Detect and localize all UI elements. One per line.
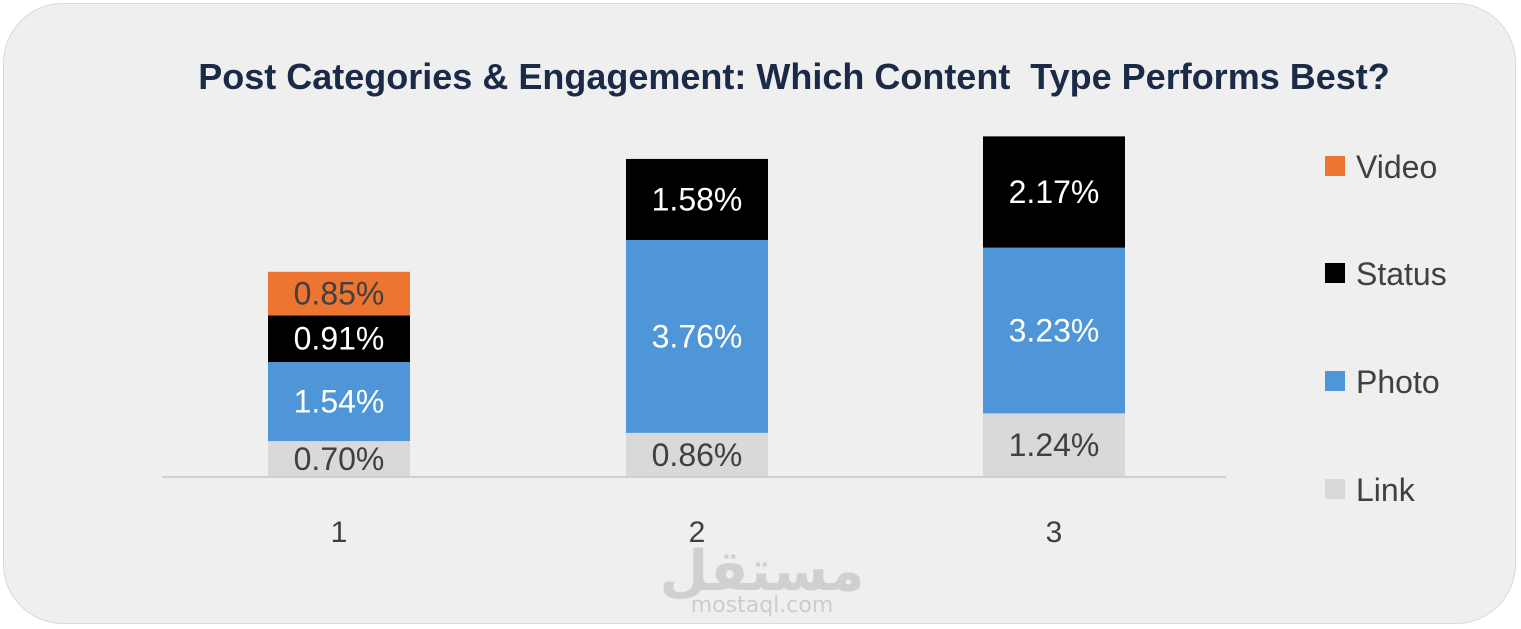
chart-title: Post Categories & Engagement: Which Cont… (198, 56, 1390, 97)
data-label-video-1: 0.85% (294, 276, 385, 312)
bar-photo-3 (983, 247, 1125, 414)
legend-swatch-link (1325, 479, 1345, 499)
x-tick-label-3: 3 (1046, 516, 1063, 549)
bar-status-1 (268, 315, 410, 363)
bar-link-1 (268, 441, 410, 477)
data-label-photo-1: 1.54% (294, 384, 385, 420)
data-label-link-2: 0.86% (652, 437, 743, 473)
bar-link-2 (626, 432, 768, 477)
stacked-bar-chart: مستقل mostaql.com 0.70% 1.54% 0.91% 0.85% 1 0… (162, 136, 1447, 618)
data-label-link-1: 0.70% (294, 441, 385, 477)
data-label-photo-3: 3.23% (1009, 313, 1100, 349)
watermark-latin: mostaql.com (691, 593, 834, 618)
legend-label-status: Status (1356, 256, 1447, 292)
data-label-status-2: 1.58% (652, 181, 743, 217)
data-label-photo-2: 3.76% (652, 318, 743, 354)
legend-swatch-video (1325, 156, 1345, 176)
data-label-link-3: 1.24% (1009, 427, 1100, 463)
bar-photo-1 (268, 362, 410, 442)
legend-label-photo: Photo (1356, 364, 1440, 400)
bar-status-2 (626, 158, 768, 240)
data-label-status-3: 2.17% (1009, 174, 1100, 210)
legend-swatch-photo (1325, 371, 1345, 391)
chart-card: Post Categories & Engagement: Which Cont… (3, 3, 1516, 624)
legend-label-video: Video (1356, 149, 1437, 185)
bar-photo-2 (626, 239, 768, 433)
watermark-arabic: مستقل (660, 539, 865, 604)
x-tick-label-1: 1 (331, 516, 348, 549)
legend-swatch-status (1325, 263, 1345, 283)
legend-label-link: Link (1356, 472, 1416, 508)
bar-link-3 (983, 413, 1125, 477)
x-tick-label-2: 2 (689, 516, 706, 549)
data-label-status-1: 0.91% (294, 321, 385, 357)
bar-video-1 (268, 271, 410, 316)
bar-status-3 (983, 136, 1125, 248)
